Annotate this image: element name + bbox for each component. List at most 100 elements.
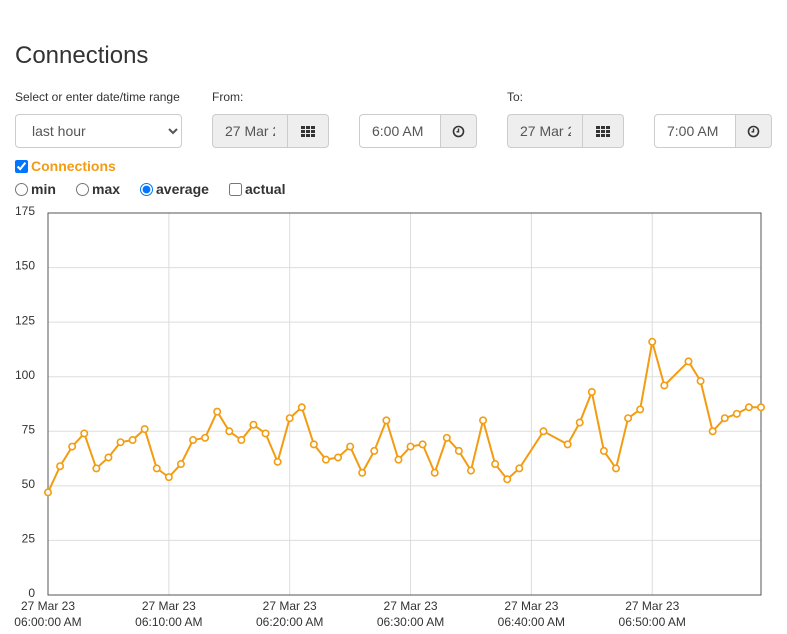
range-select[interactable]: last hour (15, 114, 182, 148)
data-point (43, 488, 52, 497)
mode-option[interactable]: min (15, 181, 56, 197)
data-point (732, 409, 741, 418)
data-point (189, 436, 198, 445)
data-point (611, 464, 620, 473)
clock-icon (452, 125, 465, 137)
from-label: From: (212, 90, 244, 104)
data-point (92, 464, 101, 473)
data-point (660, 381, 669, 390)
x-tick-label: 27 Mar 23 06:40:00 AM (497, 599, 566, 629)
x-tick-label: 27 Mar 23 06:30:00 AM (376, 599, 445, 629)
mode-label: max (92, 181, 121, 197)
data-point (708, 427, 717, 436)
calendar-icon (301, 125, 315, 137)
mode-input[interactable] (15, 182, 28, 196)
y-tick-label: 100 (15, 368, 35, 382)
clock-icon (747, 125, 760, 137)
x-tick-label: 27 Mar 23 06:50:00 AM (618, 599, 686, 629)
data-point (140, 425, 149, 434)
data-point (116, 438, 125, 447)
series-checkbox[interactable] (15, 159, 28, 173)
data-point (164, 473, 173, 482)
data-point (201, 433, 210, 442)
mode-input[interactable] (76, 182, 89, 196)
mode-option[interactable]: average (140, 181, 209, 197)
data-point (370, 446, 379, 455)
data-point (756, 403, 765, 412)
x-tick-label: 27 Mar 23 06:00:00 AM (14, 599, 82, 629)
data-point (636, 405, 645, 414)
data-point (454, 446, 463, 455)
data-point (720, 414, 729, 423)
data-point (684, 357, 693, 366)
data-point (696, 377, 705, 386)
data-point (491, 460, 500, 469)
data-point (394, 455, 403, 464)
data-point (68, 442, 77, 451)
clock-button[interactable] (440, 114, 477, 148)
mode-input[interactable] (229, 182, 242, 196)
page-title: Connections (15, 42, 149, 69)
y-tick-label: 75 (22, 422, 36, 436)
data-point (515, 464, 524, 473)
data-point (104, 453, 113, 462)
data-point (285, 414, 294, 423)
data-point (406, 442, 415, 451)
series-toggle[interactable]: Connections (15, 158, 116, 174)
data-point (358, 468, 367, 477)
y-tick-label: 125 (15, 313, 35, 327)
y-tick-label: 150 (15, 259, 35, 273)
data-point (466, 466, 475, 475)
data-point (237, 436, 246, 445)
y-tick-label: 50 (22, 477, 36, 491)
data-point (430, 468, 439, 477)
data-point (599, 446, 608, 455)
data-point (334, 453, 343, 462)
mode-label: actual (245, 181, 286, 197)
mode-label: average (156, 181, 209, 197)
to-time[interactable] (654, 114, 736, 148)
data-point (152, 464, 161, 473)
data-point (575, 418, 584, 427)
data-point (539, 427, 548, 436)
data-point (273, 457, 282, 466)
data-point (418, 440, 427, 449)
data-point (563, 440, 572, 449)
data-point (249, 420, 258, 429)
data-point (587, 387, 596, 396)
mode-input[interactable] (140, 182, 153, 196)
data-point (56, 462, 65, 471)
mode-option[interactable]: max (76, 181, 120, 197)
x-tick-label: 27 Mar 23 06:20:00 AM (255, 599, 324, 629)
calendar-icon (596, 125, 610, 137)
data-point (503, 475, 512, 484)
y-tick-label: 0 (28, 586, 35, 600)
mode-option[interactable]: actual (229, 181, 285, 197)
data-point (648, 337, 657, 346)
data-point (213, 407, 222, 416)
x-tick-label: 27 Mar 23 06:10:00 AM (135, 599, 203, 629)
data-point (309, 440, 318, 449)
calendar-button[interactable] (582, 114, 624, 148)
data-point (297, 403, 306, 412)
data-point (346, 442, 355, 451)
calendar-button[interactable] (287, 114, 329, 148)
mode-label: min (31, 181, 56, 197)
data-point (80, 429, 89, 438)
data-point (225, 427, 234, 436)
from-time[interactable] (359, 114, 441, 148)
data-point (442, 433, 451, 442)
y-tick-label: 25 (22, 532, 36, 546)
data-point (382, 416, 391, 425)
plot-border (47, 212, 762, 596)
data-point (744, 403, 753, 412)
data-point (624, 414, 633, 423)
legend-label: Connections (31, 158, 116, 174)
to-label: To: (507, 90, 524, 104)
y-tick-label: 175 (15, 204, 35, 218)
clock-button[interactable] (735, 114, 772, 148)
data-point (176, 460, 185, 469)
data-point (321, 455, 330, 464)
